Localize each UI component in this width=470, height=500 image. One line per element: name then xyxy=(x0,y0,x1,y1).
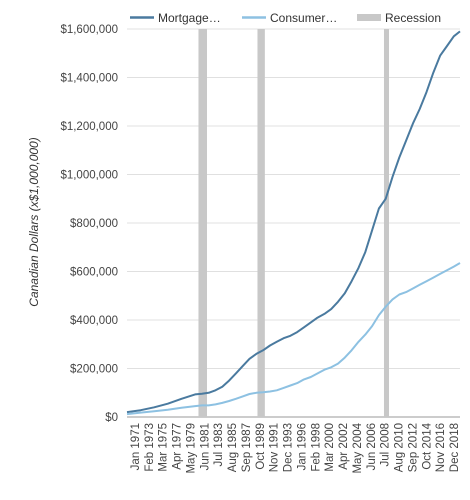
legend-label: Consumer… xyxy=(270,11,337,25)
legend-item: Consumer… xyxy=(242,11,337,25)
x-tick-label: Sep 1987 xyxy=(241,423,253,472)
y-tick-label: $600,000 xyxy=(70,267,118,279)
y-axis-label: Canadian Dollars (x$1,000,000) xyxy=(27,137,41,306)
y-tick-label: $1,600,000 xyxy=(60,24,118,36)
x-tick-label: Apr 1977 xyxy=(172,423,184,470)
legend-item: Recession xyxy=(357,11,441,25)
series-line-consumer xyxy=(126,262,461,416)
x-tick-label: May 2004 xyxy=(352,422,364,473)
y-axis: $0 $200,000 $400,000 $600,000 $800,000 $1,000… xyxy=(60,24,118,424)
y-tick-label: $1,000,000 xyxy=(60,170,118,182)
x-tick-label: Nov 1991 xyxy=(269,423,281,472)
x-tick-label: Jul 2008 xyxy=(380,423,392,466)
recession-bands xyxy=(198,29,389,417)
recession-band xyxy=(257,29,265,417)
y-tick-label: $200,000 xyxy=(70,364,118,376)
x-tick-label: Aug 2010 xyxy=(394,423,406,472)
y-tick-label: $1,400,000 xyxy=(60,73,118,85)
x-tick-label: Mar 1975 xyxy=(158,423,170,472)
x-tick-label: May 1979 xyxy=(185,423,197,474)
y-tick-label: $0 xyxy=(105,412,118,424)
series-line-mortgage xyxy=(126,30,461,414)
y-tick-label: $800,000 xyxy=(70,218,118,230)
x-tick-label: Mar 2000 xyxy=(324,423,336,472)
x-tick-label: Jun 2006 xyxy=(366,423,378,470)
gridlines xyxy=(127,28,460,418)
x-tick-label: Aug 1985 xyxy=(227,423,239,472)
legend-label: Mortgage… xyxy=(158,11,221,25)
x-tick-label: Feb 1973 xyxy=(144,423,156,472)
x-tick-label: Feb 1998 xyxy=(310,423,322,472)
x-tick-label: Dec 1993 xyxy=(283,423,295,472)
x-tick-label: Apr 2002 xyxy=(338,423,350,470)
series-lines xyxy=(126,30,461,416)
legend-label: Recession xyxy=(385,11,441,25)
recession-band xyxy=(383,29,389,417)
x-tick-label: Nov 2016 xyxy=(435,423,447,472)
y-tick-label: $1,200,000 xyxy=(60,121,118,133)
x-tick-label: Dec 2018 xyxy=(449,423,461,472)
x-tick-label: Oct 2014 xyxy=(421,422,433,469)
y-tick-label: $400,000 xyxy=(70,315,118,327)
x-tick-label: Jan 1996 xyxy=(296,423,308,470)
x-tick-label: Sep 2012 xyxy=(407,423,419,472)
x-tick-label: Oct 1989 xyxy=(255,423,267,470)
legend-item: Mortgage… xyxy=(130,11,221,25)
recession-band xyxy=(198,29,207,417)
legend-swatch-band xyxy=(357,14,381,21)
x-tick-label: Jul 1983 xyxy=(213,423,225,466)
x-tick-label: Jan 1971 xyxy=(130,423,142,470)
legend: Mortgage… Consumer… Recession xyxy=(130,11,441,25)
x-tick-label: Jun 1981 xyxy=(199,423,211,470)
x-axis: Jan 1971 Feb 1973 Mar 1975 Apr 1977 May 1979… xyxy=(130,422,461,473)
